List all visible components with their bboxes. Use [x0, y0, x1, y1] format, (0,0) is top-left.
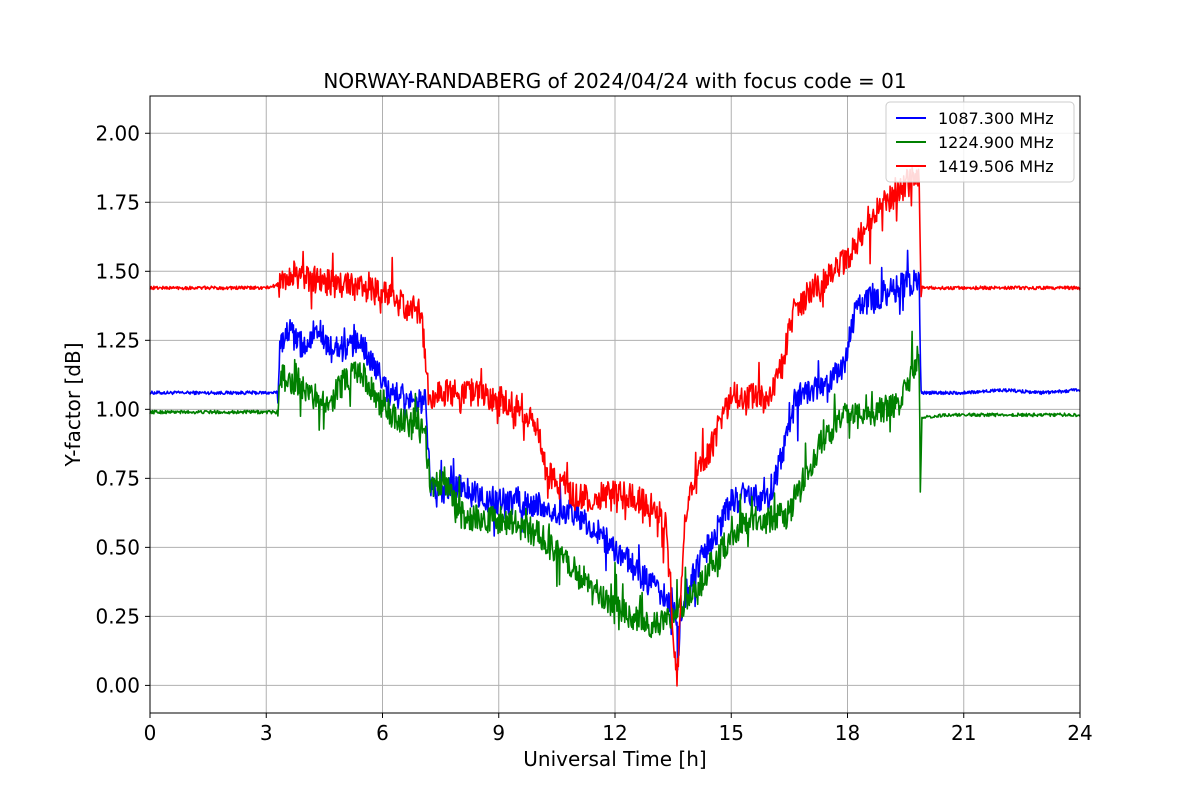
chart-title: NORWAY-RANDABERG of 2024/04/24 with focu… — [323, 69, 906, 93]
x-tick-label: 21 — [951, 721, 976, 745]
x-tick-label: 0 — [144, 721, 157, 745]
x-tick-label: 3 — [260, 721, 273, 745]
x-tick-label: 24 — [1067, 721, 1092, 745]
x-tick-label: 9 — [492, 721, 505, 745]
y-tick-label: 0.75 — [95, 466, 140, 490]
y-tick-label: 2.00 — [95, 121, 140, 145]
y-tick-label: 1.00 — [95, 397, 140, 421]
x-tick-label: 12 — [602, 721, 627, 745]
y-axis-label: Y-factor [dB] — [61, 342, 85, 467]
y-tick-label: 1.25 — [95, 328, 140, 352]
x-tick-label: 18 — [835, 721, 860, 745]
series-line — [149, 330, 1081, 639]
series-line — [149, 167, 1081, 687]
x-tick-label: 6 — [376, 721, 389, 745]
series-line — [149, 249, 1081, 671]
x-tick-label: 15 — [719, 721, 744, 745]
y-tick-label: 0.25 — [95, 604, 140, 628]
legend-entry: 1419.506 MHz — [938, 157, 1054, 176]
legend-entry: 1087.300 MHz — [938, 109, 1054, 128]
axis-ticks: 0 3 6 9 12 15 18 21 24 0.00 0.25 0.50 0.75 1.00 1.25 1.… — [95, 121, 1092, 745]
plot-series — [149, 167, 1081, 687]
y-tick-label: 0.00 — [95, 673, 140, 697]
y-tick-label: 1.50 — [95, 259, 140, 283]
legend-entry: 1224.900 MHz — [938, 133, 1054, 152]
legend: 1087.300 MHz 1224.900 MHz 1419.506 MHz — [885, 101, 1075, 183]
legend-box — [885, 101, 1075, 183]
y-tick-label: 0.50 — [95, 535, 140, 559]
y-tick-label: 1.75 — [95, 190, 140, 214]
x-axis-label: Universal Time [h] — [523, 747, 706, 771]
